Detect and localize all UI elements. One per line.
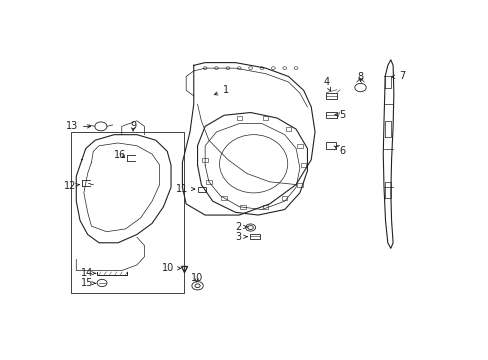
- Text: 3: 3: [235, 232, 247, 242]
- Circle shape: [95, 122, 107, 131]
- Bar: [240, 205, 245, 209]
- Circle shape: [354, 84, 366, 92]
- Bar: [221, 197, 226, 201]
- Bar: [197, 186, 205, 192]
- Bar: [282, 197, 287, 201]
- Text: 9: 9: [130, 121, 136, 131]
- Text: 16: 16: [114, 150, 126, 159]
- Text: 10: 10: [190, 273, 203, 283]
- Bar: [297, 183, 302, 186]
- Bar: [202, 158, 207, 162]
- Text: 11: 11: [176, 184, 194, 194]
- Text: 12: 12: [64, 181, 79, 191]
- Bar: [70, 132, 184, 293]
- Text: 2: 2: [235, 222, 247, 232]
- Circle shape: [247, 226, 253, 230]
- Text: 10: 10: [162, 263, 181, 273]
- Text: 8: 8: [357, 72, 363, 82]
- Text: 4: 4: [323, 77, 330, 91]
- Bar: [236, 116, 242, 120]
- Circle shape: [195, 284, 200, 288]
- Text: 6: 6: [333, 146, 345, 156]
- Bar: [301, 163, 305, 167]
- Bar: [263, 116, 268, 120]
- Bar: [263, 205, 268, 209]
- Bar: [326, 143, 335, 149]
- Text: 13: 13: [65, 121, 91, 131]
- Circle shape: [191, 282, 203, 290]
- Bar: [326, 93, 336, 99]
- Text: 1: 1: [214, 85, 228, 95]
- Circle shape: [97, 279, 107, 287]
- Text: 7: 7: [391, 72, 405, 81]
- Bar: [206, 180, 211, 184]
- Bar: [285, 127, 290, 131]
- Bar: [326, 112, 336, 118]
- Text: 15: 15: [81, 278, 96, 288]
- Text: 14: 14: [81, 268, 96, 278]
- Bar: [249, 234, 260, 239]
- Text: 5: 5: [334, 110, 345, 120]
- Circle shape: [245, 224, 255, 231]
- Bar: [297, 144, 302, 148]
